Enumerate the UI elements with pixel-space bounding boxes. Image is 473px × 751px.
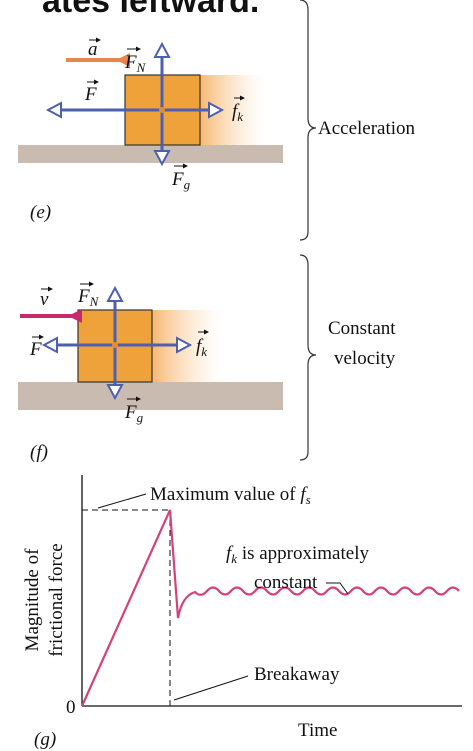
- arrow-head: [153, 41, 171, 58]
- caption: Acceleration: [318, 118, 416, 139]
- arrow-head: [39, 334, 44, 340]
- vector-label: fk: [196, 336, 207, 359]
- arrow-head: [48, 286, 53, 292]
- vector-label: a: [88, 39, 98, 60]
- subscript: g: [137, 410, 144, 425]
- arrow-head: [208, 101, 225, 119]
- arrow-head: [89, 281, 94, 287]
- vector-label: F: [84, 84, 97, 105]
- text: Maximum value of: [150, 484, 300, 505]
- header-text: ates leftward.: [42, 0, 259, 20]
- origin-label: 0: [66, 697, 76, 718]
- annotation: Maximum value of fs: [150, 484, 311, 507]
- arrow-head: [106, 285, 124, 302]
- subscript: k: [237, 109, 243, 124]
- brace: [299, 0, 317, 241]
- symbol: F: [124, 52, 137, 73]
- arrow-head: [106, 384, 124, 401]
- ground: [18, 145, 283, 163]
- ground: [18, 382, 283, 410]
- arrow-head: [136, 46, 141, 52]
- panel-label: (g): [34, 729, 56, 750]
- arrow-head: [183, 163, 188, 169]
- caption: Constant: [328, 318, 396, 339]
- friction-curve: [80, 509, 460, 707]
- brace: [299, 254, 317, 461]
- arrow-head: [45, 101, 62, 119]
- center: [112, 342, 118, 348]
- symbol: f: [232, 101, 240, 122]
- subscript: g: [184, 177, 191, 192]
- subscript: s: [306, 492, 311, 507]
- center: [159, 107, 165, 113]
- subscript: k: [231, 551, 237, 566]
- arrow-head: [96, 37, 101, 43]
- vector-label: F: [29, 339, 42, 360]
- arrow-head: [176, 336, 193, 354]
- arrow-head: [204, 329, 209, 335]
- annotation: constant: [254, 572, 318, 593]
- symbol: f: [300, 484, 308, 505]
- leader: [173, 675, 249, 701]
- leader: [326, 582, 349, 595]
- subscript: N: [136, 60, 147, 75]
- symbol: F: [77, 286, 90, 307]
- text: is approximately: [237, 543, 369, 564]
- panel-label: (f): [30, 442, 48, 463]
- annotation: Breakaway: [254, 664, 340, 685]
- vector-label: Fg: [124, 402, 144, 425]
- vector-label: FN: [124, 52, 147, 75]
- arrow-head: [240, 95, 245, 101]
- subscript: k: [201, 344, 207, 359]
- vector-label: Fg: [171, 169, 191, 192]
- subscript: N: [89, 294, 100, 309]
- annotation: fk is approximately: [226, 543, 369, 566]
- arrow-head: [41, 336, 58, 354]
- vector-label: FN: [77, 286, 100, 309]
- arrow-head: [136, 396, 141, 402]
- panel-label: (e): [30, 202, 51, 223]
- symbol: f: [196, 336, 204, 357]
- y-axis-label: Magnitude of: [22, 548, 43, 652]
- vector-label: v: [40, 289, 49, 310]
- x-axis-label: Time: [298, 720, 337, 741]
- y-axis-label: frictional force: [46, 543, 67, 656]
- symbol: f: [226, 543, 234, 564]
- arrow-head: [153, 150, 171, 167]
- symbol: F: [171, 169, 184, 190]
- arrow-head: [116, 53, 130, 67]
- symbol: F: [124, 402, 137, 423]
- vector-label: fk: [232, 101, 243, 124]
- caption: velocity: [334, 348, 396, 369]
- arrow-head: [94, 79, 99, 85]
- leader: [97, 493, 147, 509]
- arrow-head: [68, 309, 82, 323]
